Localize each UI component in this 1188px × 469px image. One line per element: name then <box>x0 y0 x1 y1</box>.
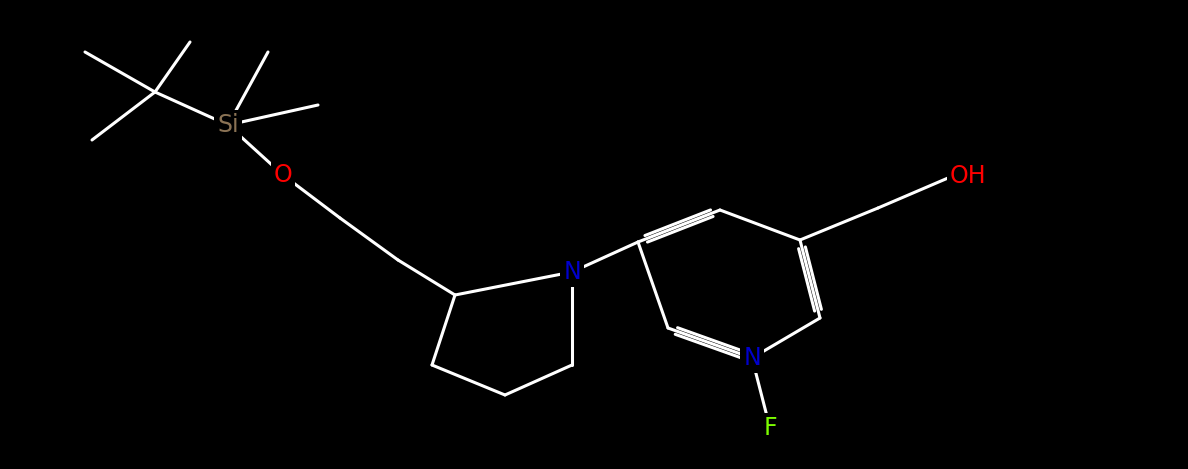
Text: N: N <box>744 346 760 370</box>
Text: N: N <box>563 260 581 284</box>
Text: OH: OH <box>950 164 986 188</box>
Text: Si: Si <box>217 113 239 137</box>
Text: O: O <box>273 163 292 187</box>
Text: F: F <box>763 416 777 440</box>
